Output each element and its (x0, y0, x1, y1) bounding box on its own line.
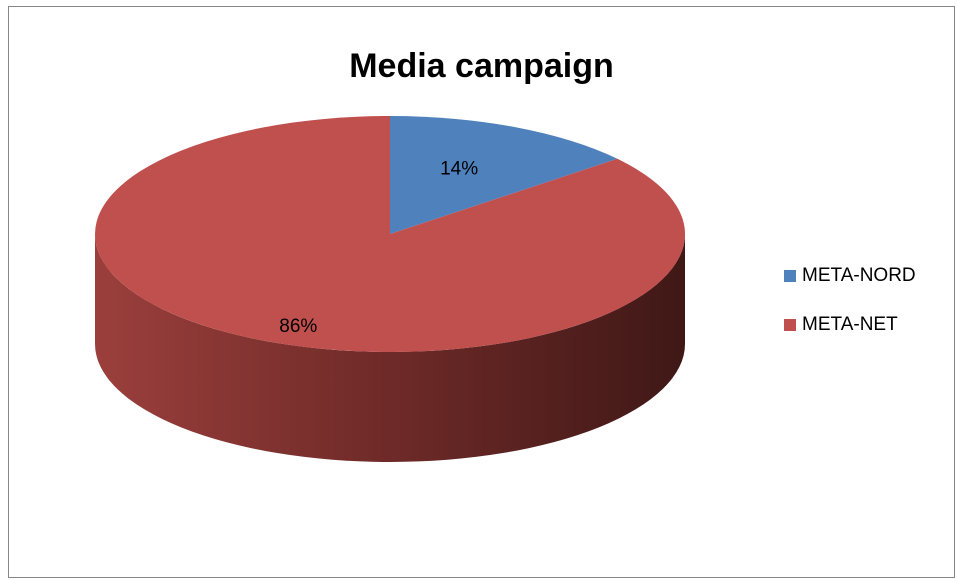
pie-side-meta-net (95, 234, 685, 462)
chart-area: Media campaign 14% 86% META-NORD META-NET (8, 6, 955, 578)
chart-title: Media campaign (349, 47, 614, 85)
pie-label-group: 14% 86% (279, 158, 478, 337)
pie-slice-group (95, 116, 686, 352)
legend-label-meta-nord: META-NORD (802, 265, 916, 286)
pie-side-group (95, 234, 685, 462)
legend-swatch-meta-net (784, 319, 796, 331)
pie-chart: 14% 86% (95, 116, 686, 462)
legend-item-meta-nord: META-NORD (784, 265, 916, 287)
legend: META-NORD META-NET (784, 265, 916, 363)
data-label-meta-nord: 14% (440, 158, 478, 179)
pie-slice-meta-nord (390, 116, 618, 234)
legend-item-meta-net: META-NET (784, 314, 916, 336)
data-label-meta-net: 86% (279, 316, 317, 337)
legend-label-meta-net: META-NET (802, 314, 898, 335)
legend-swatch-meta-nord (784, 270, 796, 282)
pie-slice-meta-net (95, 116, 686, 352)
